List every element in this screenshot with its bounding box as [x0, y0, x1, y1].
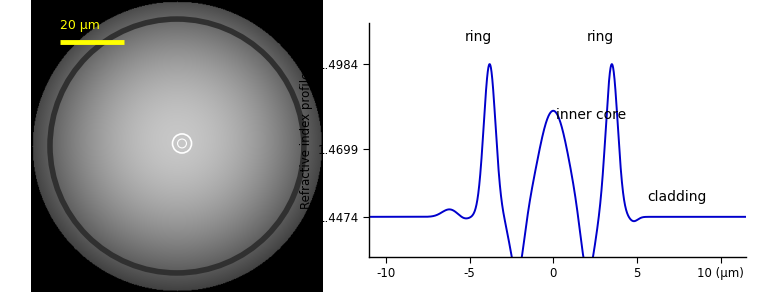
- Text: inner core: inner core: [556, 108, 626, 122]
- Text: ring: ring: [464, 30, 492, 44]
- Text: 20 μm: 20 μm: [60, 19, 100, 32]
- Text: cladding: cladding: [647, 190, 706, 204]
- Text: ring: ring: [587, 30, 614, 44]
- Y-axis label: Refractive index profile: Refractive index profile: [301, 72, 314, 209]
